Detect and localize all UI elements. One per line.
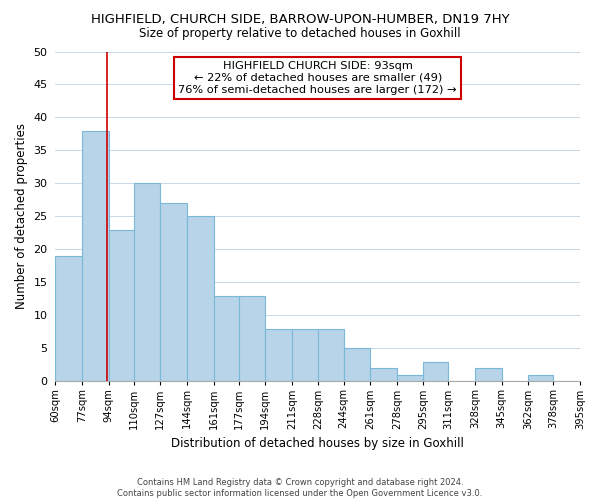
Text: Contains HM Land Registry data © Crown copyright and database right 2024.
Contai: Contains HM Land Registry data © Crown c… bbox=[118, 478, 482, 498]
Bar bbox=[239, 296, 265, 382]
Bar bbox=[187, 216, 214, 382]
Text: HIGHFIELD CHURCH SIDE: 93sqm
← 22% of detached houses are smaller (49)
76% of se: HIGHFIELD CHURCH SIDE: 93sqm ← 22% of de… bbox=[178, 62, 457, 94]
Bar bbox=[82, 130, 109, 382]
Text: HIGHFIELD, CHURCH SIDE, BARROW-UPON-HUMBER, DN19 7HY: HIGHFIELD, CHURCH SIDE, BARROW-UPON-HUMB… bbox=[91, 12, 509, 26]
Bar bbox=[55, 256, 82, 382]
Bar bbox=[344, 348, 370, 382]
Bar bbox=[160, 203, 187, 382]
X-axis label: Distribution of detached houses by size in Goxhill: Distribution of detached houses by size … bbox=[171, 437, 464, 450]
Text: Size of property relative to detached houses in Goxhill: Size of property relative to detached ho… bbox=[139, 28, 461, 40]
Bar bbox=[397, 375, 424, 382]
Bar bbox=[292, 328, 319, 382]
Y-axis label: Number of detached properties: Number of detached properties bbox=[15, 124, 28, 310]
Bar bbox=[475, 368, 502, 382]
Bar bbox=[134, 184, 160, 382]
Bar bbox=[319, 328, 344, 382]
Bar bbox=[529, 375, 553, 382]
Bar bbox=[265, 328, 292, 382]
Bar bbox=[109, 230, 134, 382]
Bar bbox=[424, 362, 448, 382]
Bar bbox=[214, 296, 239, 382]
Bar bbox=[370, 368, 397, 382]
